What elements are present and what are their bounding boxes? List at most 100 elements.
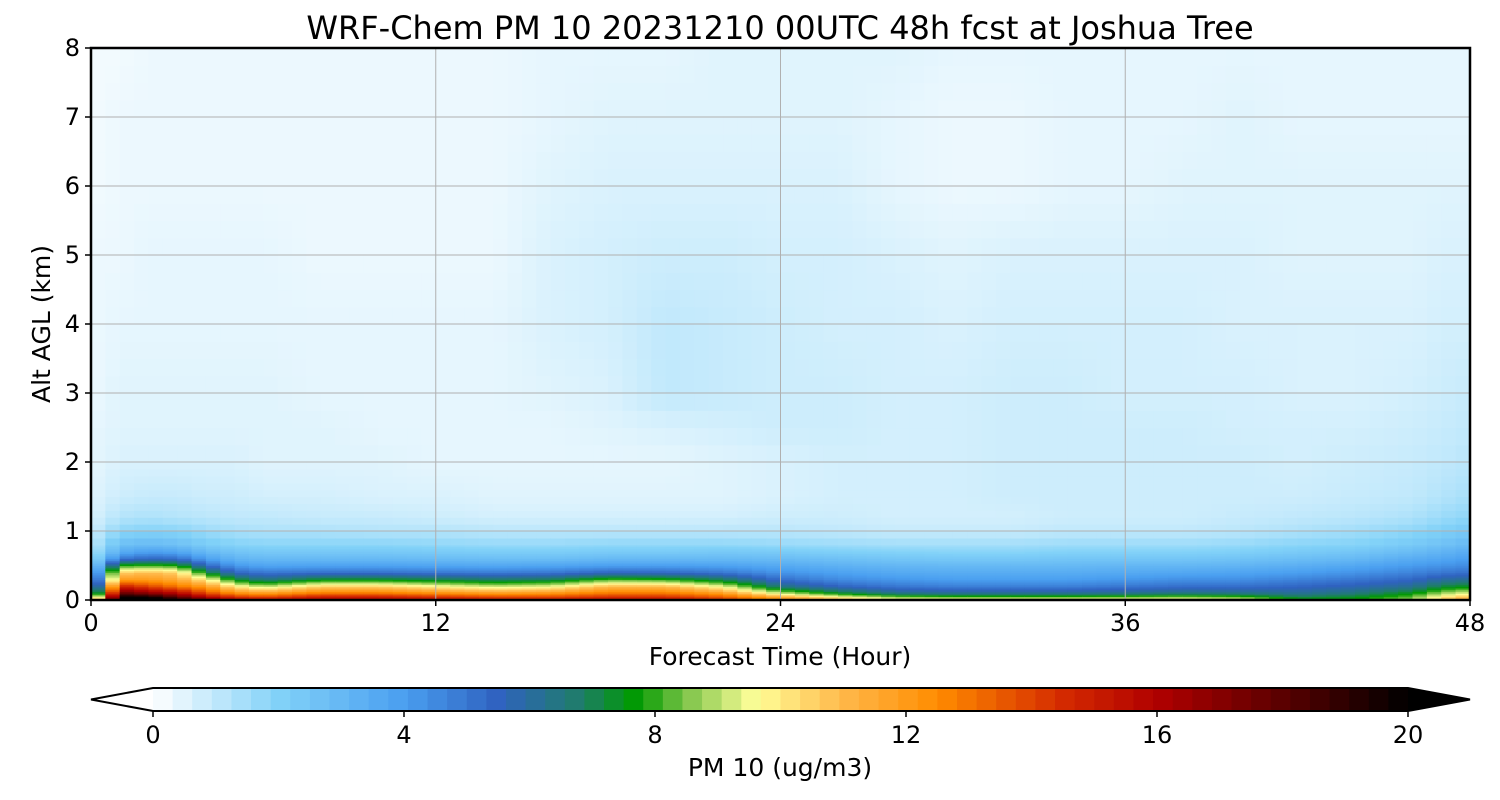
field-cell bbox=[995, 537, 1011, 546]
field-cell bbox=[392, 562, 408, 565]
field-cell bbox=[852, 134, 868, 153]
field-cell bbox=[579, 255, 595, 273]
field-cell bbox=[952, 548, 968, 551]
field-cell bbox=[1010, 427, 1026, 446]
field-cell bbox=[608, 134, 624, 153]
field-cell bbox=[565, 306, 580, 325]
field-cell bbox=[852, 574, 868, 577]
field-cell bbox=[205, 220, 221, 239]
field-cell bbox=[134, 482, 150, 491]
field-cell bbox=[823, 574, 839, 577]
field-cell bbox=[363, 556, 379, 560]
field-cell bbox=[981, 555, 997, 558]
field-cell bbox=[134, 272, 150, 291]
field-cell bbox=[320, 82, 336, 101]
field-cell bbox=[1082, 556, 1098, 560]
field-cell bbox=[565, 462, 580, 470]
field-cell bbox=[909, 186, 925, 204]
field-cell bbox=[507, 587, 523, 591]
field-cell bbox=[1110, 510, 1126, 518]
field-cell bbox=[952, 99, 968, 118]
field-cell bbox=[751, 517, 767, 525]
field-cell bbox=[349, 324, 365, 342]
field-cell bbox=[249, 555, 264, 558]
field-cell bbox=[521, 82, 537, 101]
field-cell bbox=[737, 496, 753, 504]
field-cell bbox=[1010, 589, 1026, 592]
field-cell bbox=[134, 237, 150, 256]
field-cell bbox=[1024, 581, 1040, 584]
field-cell bbox=[938, 517, 954, 525]
field-cell bbox=[1024, 99, 1040, 118]
field-cell bbox=[162, 410, 178, 429]
field-cell bbox=[119, 444, 135, 463]
field-cell bbox=[220, 565, 236, 568]
field-cell bbox=[1053, 560, 1069, 563]
field-cell bbox=[493, 341, 509, 360]
field-cell bbox=[809, 544, 825, 548]
field-cell bbox=[924, 324, 940, 342]
field-cell bbox=[220, 358, 236, 377]
field-cell bbox=[1096, 537, 1112, 546]
field-cell bbox=[148, 544, 164, 548]
field-cell bbox=[737, 572, 753, 575]
field-cell bbox=[1010, 549, 1026, 553]
field-cell bbox=[565, 565, 580, 568]
field-cell bbox=[694, 65, 710, 84]
field-cell bbox=[1125, 577, 1141, 580]
field-cell bbox=[306, 593, 322, 596]
field-cell bbox=[1053, 444, 1069, 463]
field-cell bbox=[938, 591, 954, 594]
field-cell bbox=[220, 65, 236, 84]
field-cell bbox=[105, 237, 121, 256]
field-cell bbox=[205, 427, 221, 446]
field-cell bbox=[277, 584, 293, 587]
field-cell bbox=[335, 575, 351, 579]
field-cell bbox=[1067, 560, 1083, 563]
field-cell bbox=[1010, 117, 1026, 135]
field-cell bbox=[938, 593, 954, 596]
field-cell bbox=[1096, 563, 1112, 567]
field-cell bbox=[995, 489, 1011, 498]
field-cell bbox=[119, 324, 135, 342]
field-cell bbox=[995, 524, 1011, 532]
field-cell bbox=[263, 220, 279, 239]
field-cell bbox=[335, 444, 351, 463]
field-cell bbox=[277, 593, 293, 596]
field-cell bbox=[723, 582, 738, 586]
field-cell bbox=[1024, 496, 1040, 504]
field-cell bbox=[823, 558, 839, 561]
field-cell bbox=[809, 548, 825, 551]
field-cell bbox=[995, 99, 1011, 118]
field-cell bbox=[1125, 563, 1141, 567]
field-cell bbox=[565, 393, 580, 411]
field-cell bbox=[952, 341, 968, 360]
field-cell bbox=[881, 289, 897, 308]
field-cell bbox=[751, 134, 767, 153]
field-cell bbox=[435, 531, 451, 539]
field-cell bbox=[349, 551, 365, 555]
field-cell bbox=[837, 575, 853, 579]
field-cell bbox=[450, 579, 466, 582]
field-cell bbox=[421, 586, 437, 589]
field-cell bbox=[881, 272, 897, 291]
field-cell bbox=[938, 289, 954, 308]
field-cell bbox=[679, 272, 695, 291]
field-cell bbox=[378, 548, 394, 551]
field-cell bbox=[162, 586, 178, 589]
field-cell bbox=[220, 341, 236, 360]
field-cell bbox=[536, 82, 552, 101]
field-cell bbox=[478, 546, 494, 549]
field-cell bbox=[1024, 586, 1040, 589]
field-cell bbox=[521, 151, 537, 170]
field-cell bbox=[234, 560, 250, 563]
field-cell bbox=[536, 203, 552, 222]
field-cell bbox=[363, 582, 379, 586]
field-cell bbox=[794, 577, 810, 580]
field-cell bbox=[809, 48, 825, 66]
field-cell bbox=[565, 558, 580, 561]
field-cell bbox=[450, 577, 466, 580]
field-cell bbox=[335, 489, 351, 498]
field-cell bbox=[263, 560, 279, 563]
field-cell bbox=[981, 324, 997, 342]
